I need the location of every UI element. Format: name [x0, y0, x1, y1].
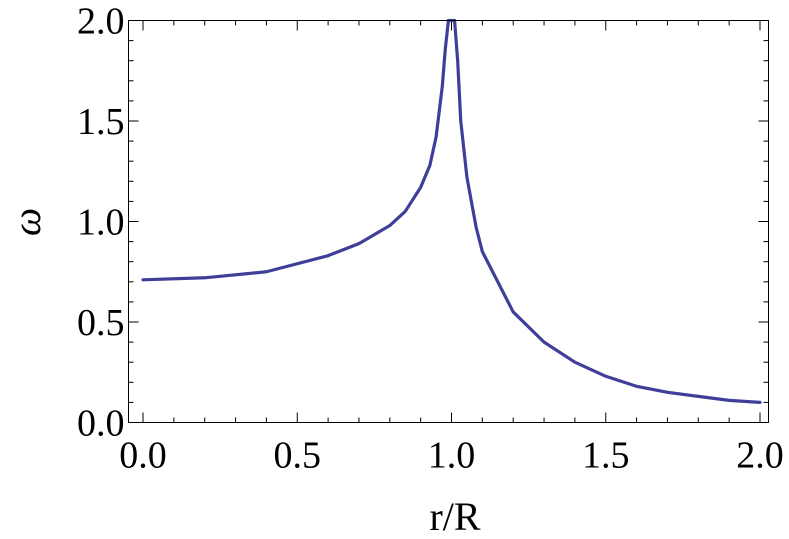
x-tick-label: 1.0 — [428, 435, 476, 477]
x-tick-label: 0.5 — [274, 435, 322, 477]
plot-frame — [128, 20, 769, 423]
x-tick-labels: 0.0 0.5 1.0 1.5 2.0 — [119, 435, 784, 477]
x-axis-title: r/R — [429, 494, 480, 539]
series-line — [141, 18, 762, 404]
x-tick-label: 0.0 — [119, 435, 167, 477]
y-tick-label: 0.5 — [77, 302, 125, 344]
tick-marks — [128, 20, 769, 423]
y-tick-labels: 0.0 0.5 1.0 1.5 2.0 — [77, 1, 125, 445]
x-tick-label: 1.5 — [582, 435, 630, 477]
y-axis-title: ω — [4, 208, 49, 236]
y-tick-label: 1.5 — [77, 101, 125, 143]
y-tick-label: 2.0 — [77, 1, 125, 43]
y-tick-label: 0.0 — [77, 403, 125, 445]
x-tick-label: 2.0 — [736, 435, 784, 477]
y-tick-label: 1.0 — [77, 202, 125, 244]
